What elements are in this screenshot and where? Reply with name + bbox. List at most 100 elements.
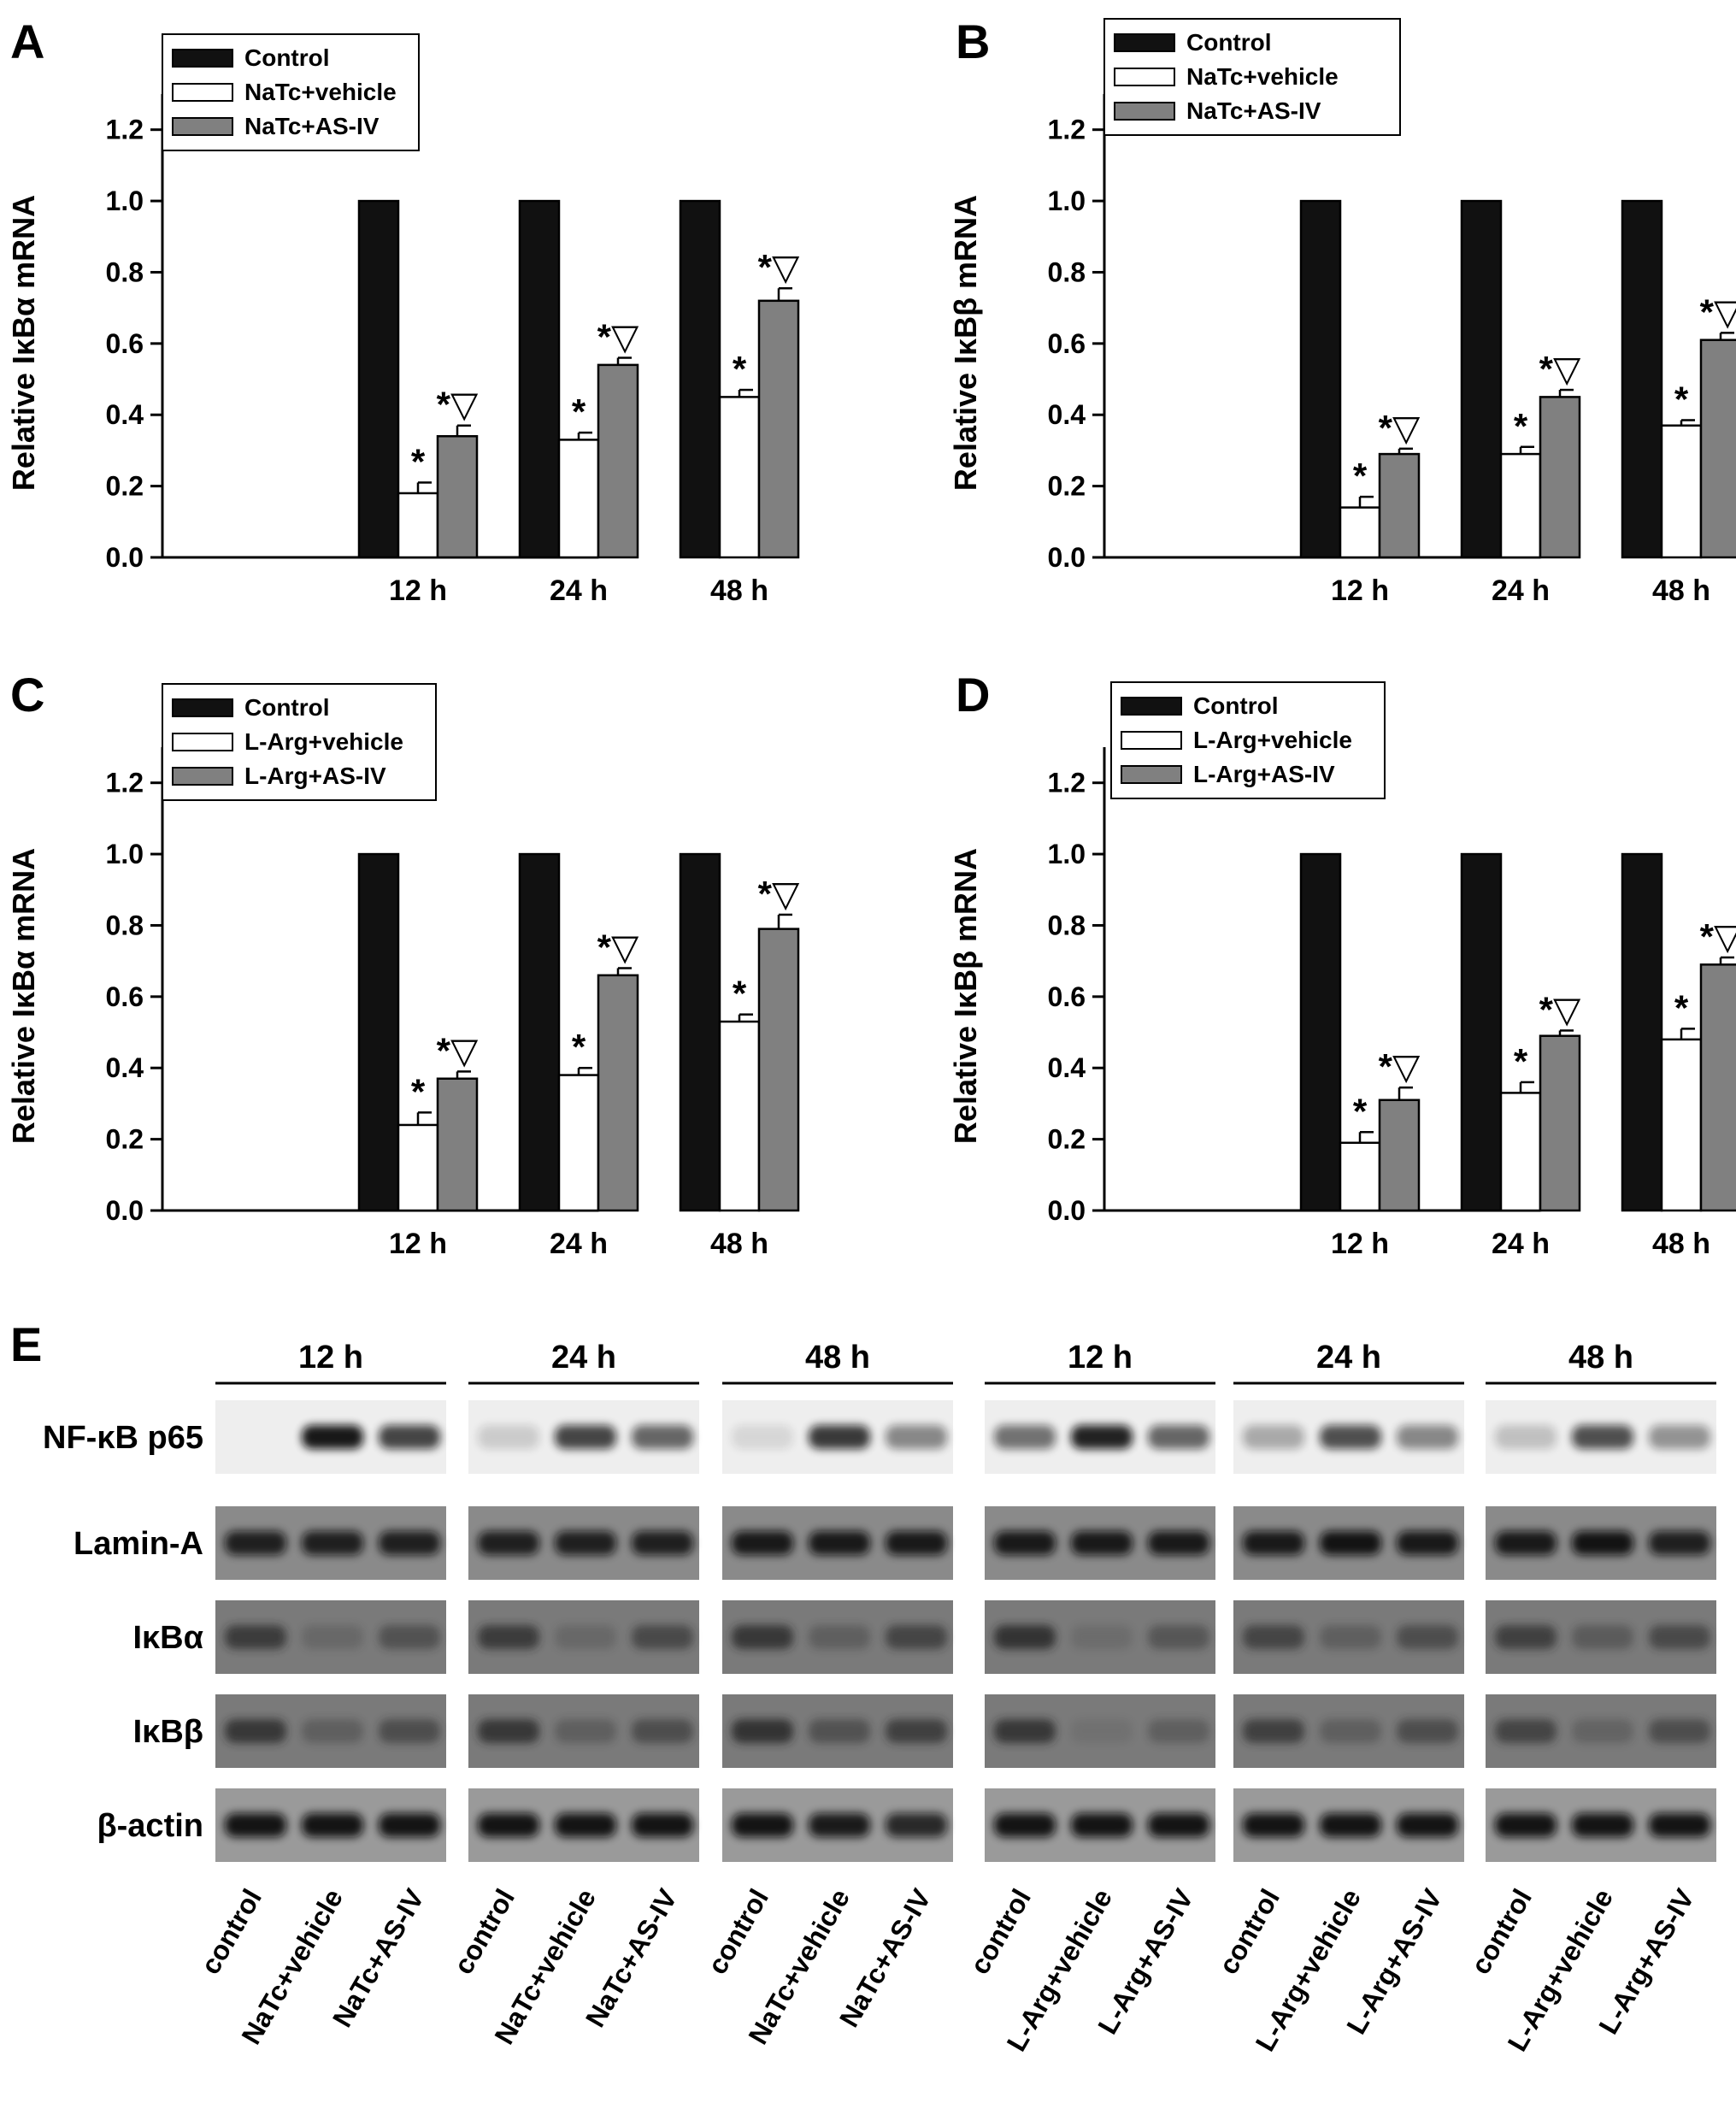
bar-natc-as-iv <box>1699 339 1736 559</box>
blot-band <box>555 1531 616 1555</box>
blot-band <box>994 1813 1056 1837</box>
legend-label: Control <box>1193 692 1279 719</box>
bar-control <box>357 199 400 559</box>
bar-l-arg-vehicle <box>1339 1141 1381 1212</box>
bar-l-arg-as-iv <box>597 974 639 1212</box>
blot-band <box>1649 1813 1710 1837</box>
blot-band <box>555 1625 616 1649</box>
blot-band <box>379 1719 440 1743</box>
blot-band <box>1148 1531 1209 1555</box>
y-tick-label: 1.0 <box>1048 186 1086 216</box>
blot-band <box>632 1719 693 1743</box>
blot-band <box>1495 1531 1557 1555</box>
blot-band <box>1572 1531 1633 1555</box>
legend-swatch <box>1114 33 1175 52</box>
blot-band <box>478 1719 539 1743</box>
significance-mark: *▽ <box>758 874 800 914</box>
blot-band <box>1397 1625 1458 1649</box>
blot-band <box>1397 1425 1458 1449</box>
legend-swatch <box>172 83 233 102</box>
blot-band <box>478 1531 539 1555</box>
blot-band <box>632 1813 693 1837</box>
significance-mark: * <box>733 974 747 1014</box>
blot-band <box>1320 1425 1381 1449</box>
bar-l-arg-as-iv <box>436 1077 479 1212</box>
blot-band <box>302 1425 363 1449</box>
blot-row-label: β-actin <box>97 1808 203 1844</box>
legend-label: NaTc+vehicle <box>244 79 397 105</box>
blot-band <box>809 1625 870 1649</box>
y-tick-label: 0.6 <box>106 981 144 1012</box>
chart-panel-a: 0.0 0.2 0.4 0.6 0.8 1.0 1.2 Relative IκBα mRNA *… <box>6 33 800 607</box>
legend-label: Control <box>1186 29 1272 56</box>
x-tick-label: 12 h <box>1331 1228 1389 1260</box>
y-tick-label: 0.4 <box>106 1052 144 1083</box>
blot-band <box>478 1813 539 1837</box>
y-tick-label: 1.0 <box>106 839 144 869</box>
legend: Control NaTc+vehicle NaTc+AS-IV <box>1103 18 1401 136</box>
blot-band <box>1572 1813 1633 1837</box>
blot-band <box>478 1625 539 1649</box>
legend-label: Control <box>244 44 330 71</box>
panel-letter-b: B <box>956 15 990 68</box>
y-tick-label: 0.0 <box>1048 1195 1086 1226</box>
bar-control <box>1621 199 1663 559</box>
legend-label: NaTc+AS-IV <box>1186 97 1321 124</box>
bar-l-arg-as-iv <box>757 928 800 1212</box>
blot-band <box>1495 1813 1557 1837</box>
bar-l-arg-vehicle <box>718 1020 761 1212</box>
blot-band <box>1071 1719 1133 1743</box>
y-tick-label: 1.2 <box>1048 768 1086 798</box>
bar-l-arg-as-iv <box>1539 1034 1581 1212</box>
bar-l-arg-vehicle <box>1499 1092 1542 1212</box>
significance-mark: * <box>411 441 426 481</box>
y-axis-label: Relative IκBα mRNA <box>6 848 41 1144</box>
chart-layer: 0.0 0.2 0.4 0.6 0.8 1.0 1.2 Relative IκBα mRNA *… <box>6 18 1736 1260</box>
blot-band <box>302 1813 363 1837</box>
legend-label: Control <box>244 694 330 721</box>
bar-natc-vehicle <box>1499 452 1542 559</box>
blot-band <box>1495 1425 1557 1449</box>
y-tick-label: 1.2 <box>106 115 144 145</box>
blot-band <box>886 1719 947 1743</box>
blot-band <box>1243 1425 1304 1449</box>
blot-band <box>1649 1531 1710 1555</box>
significance-mark: *▽ <box>437 1030 479 1070</box>
blot-band <box>225 1531 286 1555</box>
bar-natc-vehicle <box>718 396 761 559</box>
bar-control <box>1621 852 1663 1212</box>
blot-band <box>1495 1719 1557 1743</box>
bar-natc-vehicle <box>397 492 439 559</box>
blot-band <box>1572 1625 1633 1649</box>
legend: Control L-Arg+vehicle L-Arg+AS-IV <box>162 683 437 801</box>
y-tick-label: 0.6 <box>1048 981 1086 1012</box>
legend-label: NaTc+vehicle <box>1186 63 1339 90</box>
blot-band <box>1320 1625 1381 1649</box>
blot-band <box>555 1425 616 1449</box>
significance-mark: *▽ <box>597 317 639 357</box>
legend-swatch <box>1114 102 1175 121</box>
blot-timepoint-label: 24 h <box>1316 1340 1381 1375</box>
blot-band <box>632 1531 693 1555</box>
y-tick-label: 0.2 <box>1048 1124 1086 1155</box>
legend-swatch <box>172 767 233 786</box>
bar-control <box>518 852 561 1212</box>
blot-band <box>379 1531 440 1555</box>
y-tick-label: 0.8 <box>106 910 144 940</box>
blot-band <box>1320 1719 1381 1743</box>
blot-band <box>1243 1813 1304 1837</box>
legend-label: L-Arg+AS-IV <box>244 763 386 789</box>
y-tick-label: 0.4 <box>1048 1052 1086 1083</box>
blot-band <box>302 1719 363 1743</box>
blot-band <box>1071 1531 1133 1555</box>
x-tick-label: 12 h <box>389 1228 447 1260</box>
y-tick-label: 0.0 <box>106 542 144 573</box>
bar-natc-as-iv <box>597 363 639 559</box>
blot-band <box>225 1719 286 1743</box>
blot-band <box>886 1531 947 1555</box>
blot-band <box>1649 1625 1710 1649</box>
bar-natc-vehicle <box>1660 424 1703 559</box>
blot-band <box>994 1719 1056 1743</box>
x-tick-label: 24 h <box>1492 1228 1550 1260</box>
blot-band <box>555 1813 616 1837</box>
